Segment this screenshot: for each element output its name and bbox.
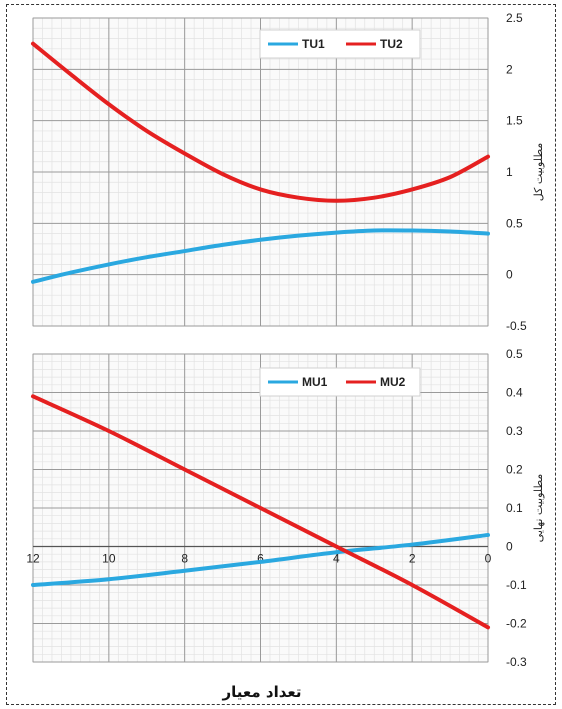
y-tick-label: 0.2 xyxy=(506,463,523,477)
series-line-tu2 xyxy=(31,41,490,203)
x-tick-label: 4 xyxy=(333,552,340,566)
y-tick-label: 0.1 xyxy=(506,501,523,515)
x-tick-label: 12 xyxy=(26,552,40,566)
y-tick-label: -0.5 xyxy=(506,319,527,333)
marginal-utility-chart: 0.5 0.4 0.3 0.2 0.1 0 -0.1 -0.2 -0.3 12 10 8 6 4 2 0 MU1… xyxy=(26,347,545,669)
y-tick-label: 0.5 xyxy=(506,347,523,361)
y-tick-label: 0 xyxy=(506,268,513,282)
x-tick-label: 6 xyxy=(257,552,264,566)
y-tick-label: 0.4 xyxy=(506,386,523,400)
legend-label-tu1: TU1 xyxy=(302,37,325,51)
x-axis-label: تعداد معیار xyxy=(222,683,302,701)
y-axis-label: مطلوبیت نهایی xyxy=(532,474,545,543)
figure-frame xyxy=(6,4,556,705)
y-tick-label: 1.5 xyxy=(506,114,523,128)
y-tick-label: 0.5 xyxy=(506,216,523,230)
y-tick-label: -0.2 xyxy=(506,617,527,631)
y-tick-label: 2.5 xyxy=(506,11,523,25)
y-tick-label: 0.3 xyxy=(506,424,523,438)
series-line-mu1 xyxy=(31,532,490,587)
series-line-mu2 xyxy=(31,394,490,630)
x-tick-label: 10 xyxy=(102,552,116,566)
y-tick-label: -0.1 xyxy=(506,578,527,592)
x-tick-label: 0 xyxy=(485,552,492,566)
x-tick-label: 8 xyxy=(181,552,188,566)
y-tick-label: 1 xyxy=(506,165,513,179)
legend-label-mu2: MU2 xyxy=(380,375,406,389)
y-tick-label: 2 xyxy=(506,62,513,76)
y-axis-label: مطلوبیت کل xyxy=(532,143,545,202)
x-tick-label: 2 xyxy=(409,552,416,566)
total-utility-chart: 2.5 2 1.5 1 0.5 0 -0.5 TU1 TU2 مطلوبیت کل xyxy=(31,11,545,333)
y-tick-label: 0 xyxy=(506,540,513,554)
series-line-tu1 xyxy=(31,228,490,284)
legend-label-tu2: TU2 xyxy=(380,37,403,51)
legend-label-mu1: MU1 xyxy=(302,375,328,389)
y-tick-label: -0.3 xyxy=(506,655,527,669)
